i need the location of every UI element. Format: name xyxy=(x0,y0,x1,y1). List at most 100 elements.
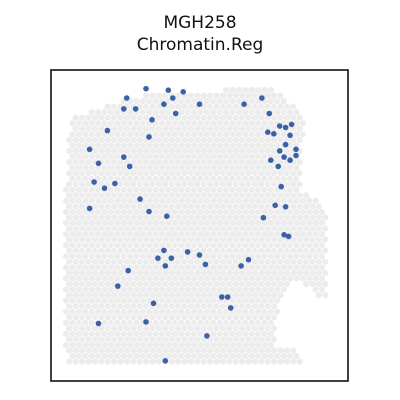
tissue-spot xyxy=(191,209,197,215)
tissue-spot xyxy=(105,281,111,287)
tissue-spot xyxy=(306,242,312,248)
tissue-spot xyxy=(223,242,229,248)
tissue-spot xyxy=(220,137,226,143)
marker-spot xyxy=(121,154,127,160)
tissue-spot xyxy=(322,270,328,276)
tissue-spot xyxy=(268,120,274,126)
tissue-spot xyxy=(297,181,303,187)
tissue-spot xyxy=(69,120,75,126)
tissue-spot xyxy=(207,237,213,243)
tissue-spot xyxy=(226,336,232,342)
tissue-spot xyxy=(124,137,130,143)
tissue-spot xyxy=(252,214,258,220)
tissue-spot xyxy=(73,226,79,232)
tissue-spot xyxy=(92,170,98,176)
tissue-spot xyxy=(201,170,207,176)
tissue-spot xyxy=(124,281,130,287)
marker-spot xyxy=(185,249,191,255)
tissue-spot xyxy=(265,92,271,98)
tissue-spot xyxy=(197,298,203,304)
tissue-spot xyxy=(149,270,155,276)
tissue-spot xyxy=(143,270,149,276)
tissue-spot xyxy=(249,242,255,248)
tissue-spot xyxy=(207,314,213,320)
tissue-spot xyxy=(117,259,123,265)
tissue-spot xyxy=(89,187,95,193)
tissue-spot xyxy=(66,270,72,276)
tissue-spot xyxy=(274,309,280,315)
tissue-spot xyxy=(197,165,203,171)
tissue-spot xyxy=(101,176,107,182)
tissue-spot xyxy=(172,187,178,193)
tissue-spot xyxy=(111,248,117,254)
tissue-spot xyxy=(124,115,130,121)
tissue-spot xyxy=(137,226,143,232)
tissue-spot xyxy=(239,226,245,232)
tissue-spot xyxy=(249,209,255,215)
tissue-spot xyxy=(223,253,229,259)
tissue-spot xyxy=(95,353,101,359)
marker-spot xyxy=(180,89,186,95)
tissue-spot xyxy=(322,292,328,298)
tissue-spot xyxy=(73,214,79,220)
tissue-spot xyxy=(124,126,130,132)
tissue-spot xyxy=(181,159,187,165)
tissue-spot xyxy=(105,325,111,331)
tissue-spot xyxy=(140,220,146,226)
tissue-spot xyxy=(146,353,152,359)
tissue-spot xyxy=(172,220,178,226)
tissue-spot xyxy=(98,203,104,209)
tissue-spot xyxy=(76,198,82,204)
tissue-spot xyxy=(153,187,159,193)
tissue-spot xyxy=(265,314,271,320)
tissue-spot xyxy=(66,336,72,342)
tissue-spot xyxy=(265,181,271,187)
tissue-spot xyxy=(201,159,207,165)
tissue-spot xyxy=(159,131,165,137)
tissue-spot xyxy=(181,292,187,298)
tissue-spot xyxy=(188,303,194,309)
tissue-spot xyxy=(124,203,130,209)
tissue-spot xyxy=(239,148,245,154)
tissue-spot xyxy=(277,115,283,121)
tissue-spot xyxy=(233,359,239,365)
tissue-spot xyxy=(290,115,296,121)
tissue-spot xyxy=(133,120,139,126)
tissue-spot xyxy=(73,336,79,342)
tissue-spot xyxy=(245,237,251,243)
tissue-spot xyxy=(255,320,261,326)
tissue-spot xyxy=(226,148,232,154)
tissue-spot xyxy=(85,359,91,365)
tissue-spot xyxy=(105,248,111,254)
tissue-spot xyxy=(108,231,114,237)
tissue-spot xyxy=(153,353,159,359)
tissue-spot xyxy=(181,259,187,265)
marker-spot xyxy=(272,203,278,209)
tissue-spot xyxy=(271,92,277,98)
tissue-spot xyxy=(290,214,296,220)
tissue-spot xyxy=(82,220,88,226)
tissue-spot xyxy=(79,203,85,209)
tissue-spot xyxy=(191,275,197,281)
tissue-spot xyxy=(159,120,165,126)
tissue-spot xyxy=(281,275,287,281)
tissue-spot xyxy=(191,309,197,315)
marker-spot xyxy=(283,142,289,148)
tissue-spot xyxy=(63,220,69,226)
tissue-spot xyxy=(73,159,79,165)
tissue-spot xyxy=(79,126,85,132)
tissue-spot xyxy=(140,275,146,281)
tissue-spot xyxy=(101,342,107,348)
tissue-spot xyxy=(204,320,210,326)
tissue-spot xyxy=(233,104,239,110)
tissue-spot xyxy=(181,203,187,209)
tissue-spot xyxy=(226,226,232,232)
tissue-spot xyxy=(79,259,85,265)
marker-spot xyxy=(87,147,93,153)
tissue-spot xyxy=(66,214,72,220)
tissue-spot xyxy=(268,142,274,148)
tissue-spot xyxy=(169,314,175,320)
tissue-spot xyxy=(89,231,95,237)
tissue-spot xyxy=(133,298,139,304)
tissue-spot xyxy=(127,353,133,359)
